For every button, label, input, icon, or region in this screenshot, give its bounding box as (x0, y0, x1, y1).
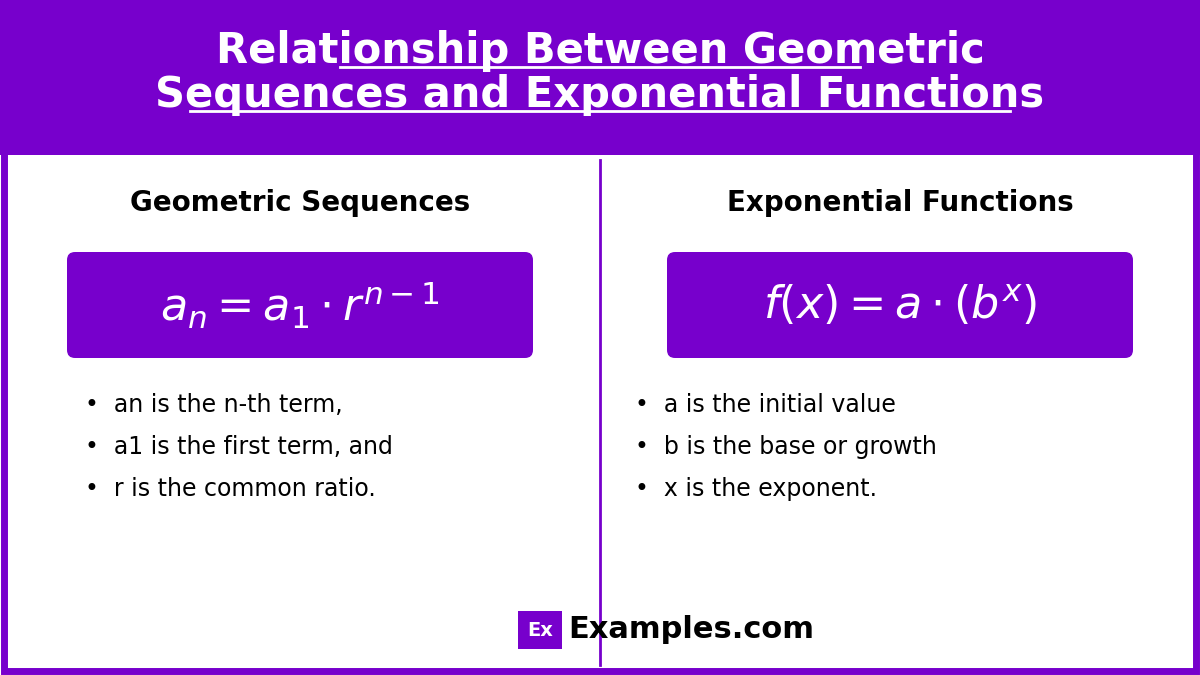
FancyBboxPatch shape (67, 252, 533, 358)
Text: Ex: Ex (527, 620, 553, 639)
Text: Geometric Sequences: Geometric Sequences (130, 189, 470, 217)
Text: Sequences and Exponential Functions: Sequences and Exponential Functions (156, 74, 1044, 115)
Text: •  b is the base or growth: • b is the base or growth (635, 435, 937, 459)
Text: Examples.com: Examples.com (568, 616, 814, 645)
Text: $a_n = a_1 \cdot r^{n-1}$: $a_n = a_1 \cdot r^{n-1}$ (160, 279, 440, 331)
FancyBboxPatch shape (667, 252, 1133, 358)
Text: •  r is the common ratio.: • r is the common ratio. (85, 477, 376, 501)
FancyBboxPatch shape (518, 611, 562, 649)
Text: •  an is the n-th term,: • an is the n-th term, (85, 393, 343, 417)
Text: Exponential Functions: Exponential Functions (727, 189, 1073, 217)
Text: •  a1 is the first term, and: • a1 is the first term, and (85, 435, 392, 459)
Text: Relationship Between Geometric: Relationship Between Geometric (216, 30, 984, 72)
Text: •  x is the exponent.: • x is the exponent. (635, 477, 877, 501)
Text: $f(x) = a \cdot (b^x)$: $f(x) = a \cdot (b^x)$ (763, 283, 1037, 327)
FancyBboxPatch shape (0, 0, 1200, 155)
Text: •  a is the initial value: • a is the initial value (635, 393, 896, 417)
